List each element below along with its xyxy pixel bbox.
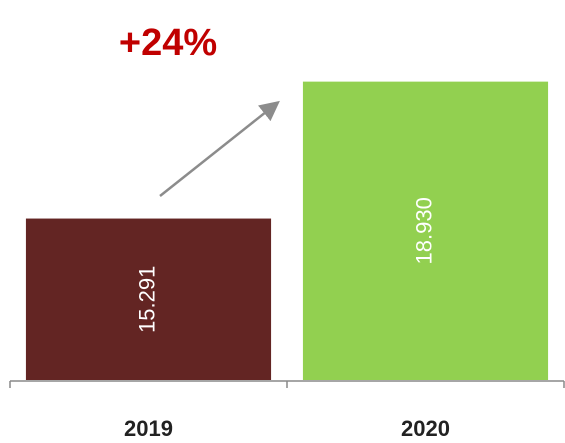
growth-arrow xyxy=(159,100,280,197)
bar xyxy=(25,218,272,380)
x-tick-label: 2020 xyxy=(401,416,450,441)
bar xyxy=(302,81,549,380)
value-label: 15.291 xyxy=(134,266,159,333)
value-label: 18.930 xyxy=(411,197,436,264)
growth-annotation: +24% xyxy=(119,22,217,64)
x-tick-label: 2019 xyxy=(124,416,173,441)
